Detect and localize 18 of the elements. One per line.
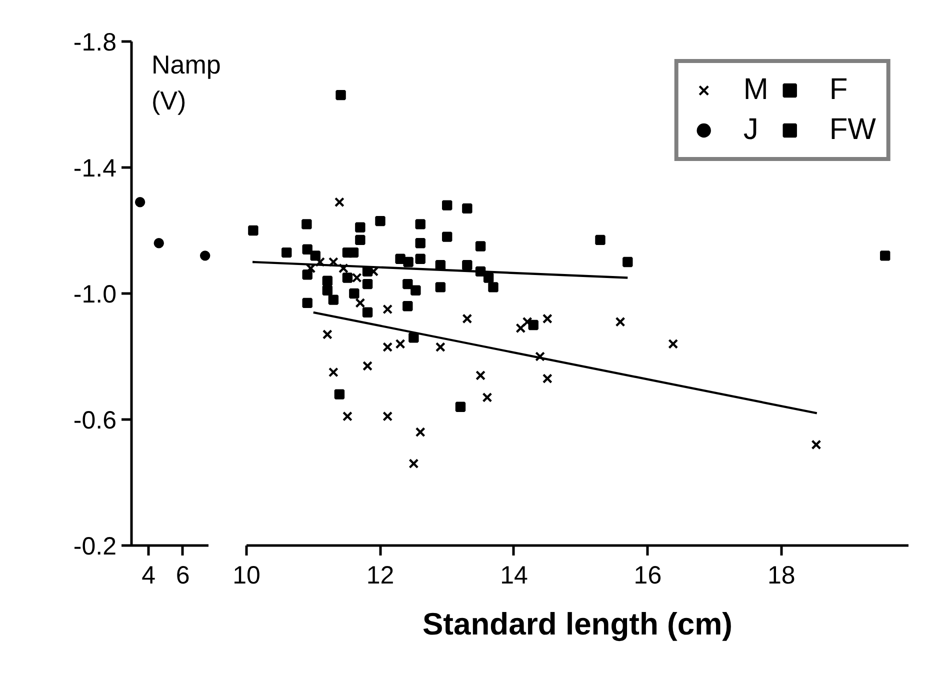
- x-axis-title: Standard length (cm): [422, 606, 733, 642]
- x-tick-label: 18: [768, 562, 796, 590]
- x-tick-label: 6: [176, 562, 190, 590]
- legend-label: J: [743, 113, 760, 147]
- legend-label: M: [743, 73, 768, 107]
- y-tick-label: -1.4: [73, 154, 117, 182]
- y-axis-title: Namp (V): [152, 50, 221, 116]
- x-tick-label: 16: [634, 562, 662, 590]
- y-tick-label: -1.8: [73, 28, 117, 56]
- x-tick-label: 10: [232, 562, 260, 590]
- text: FW: [829, 113, 876, 147]
- x-tick-label: 4: [142, 562, 156, 590]
- y-tick-label: -0.2: [73, 532, 117, 560]
- y-tick-label: -0.6: [73, 406, 117, 434]
- legend-label: F: [829, 73, 849, 107]
- x-tick-label: 12: [366, 562, 394, 590]
- x-tick-label: 14: [500, 562, 528, 590]
- y-tick-label: -1.0: [73, 280, 117, 308]
